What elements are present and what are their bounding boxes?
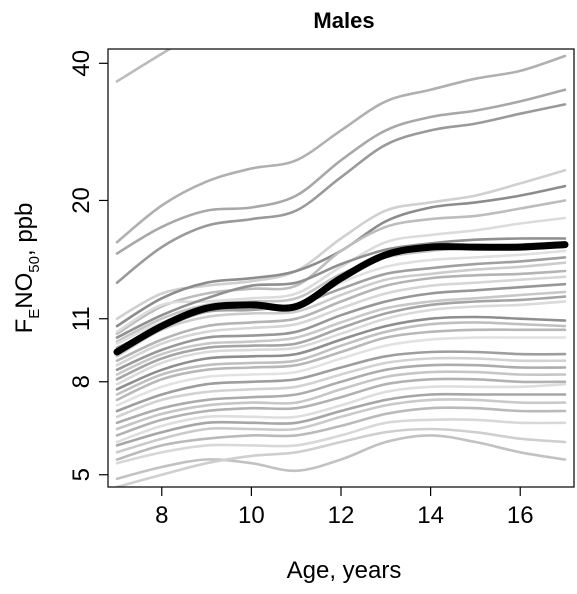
x-tick-label: 8 [155, 502, 168, 529]
individual-trajectory-line [115, 382, 567, 444]
individual-trajectory-line [115, 54, 567, 244]
individual-trajectory-line [115, 321, 567, 396]
individual-trajectory-line [115, 199, 567, 335]
chart-title: Males [313, 8, 374, 33]
x-tick-label: 14 [417, 502, 444, 529]
individual-trajectory-line [115, 295, 567, 381]
individual-trajectory-line [115, 377, 567, 437]
y-label-mid: NO [11, 273, 38, 309]
individual-trajectory-line [115, 350, 567, 413]
individual-trajectory-line [115, 356, 567, 419]
y-label-sub2: 50 [26, 256, 43, 273]
y-label-sub1: E [26, 309, 43, 319]
individual-trajectory-line [115, 275, 567, 367]
y-axis-ticks: 5 8 11 20 40 [68, 50, 108, 481]
y-label-main: F [11, 319, 38, 334]
individual-trajectory-line [115, 261, 567, 358]
individual-trajectory-line [115, 290, 567, 376]
x-tick-label: 12 [328, 502, 355, 529]
series-lines [113, 49, 569, 487]
individual-trajectory-line [115, 363, 567, 425]
x-tick-label: 16 [507, 502, 534, 529]
y-tick-label: 8 [68, 375, 95, 388]
individual-trajectory-line [115, 370, 567, 431]
y-tick-label: 40 [68, 50, 95, 77]
individual-trajectory-line [115, 392, 567, 447]
individual-trajectory-line [115, 103, 567, 284]
individual-trajectory-line [115, 434, 567, 481]
individual-trajectory-line [115, 269, 567, 362]
individual-trajectory-line [115, 300, 567, 386]
individual-trajectory-line [115, 328, 567, 402]
individual-trajectory-line [115, 282, 567, 372]
individual-trajectory-line [115, 398, 567, 454]
individual-trajectory-line [115, 336, 567, 407]
x-tick-label: 10 [238, 502, 265, 529]
y-tick-label: 20 [68, 187, 95, 214]
y-tick-label: 5 [68, 468, 95, 481]
mean-trajectory-line [113, 241, 569, 356]
individual-trajectory-line [115, 315, 567, 391]
x-axis-label: Age, years [287, 557, 402, 584]
x-axis-ticks: 8 10 12 14 16 [155, 487, 534, 529]
individual-trajectory-line [115, 406, 567, 461]
individual-trajectory-line [115, 88, 567, 255]
y-axis-label: FENO50, ppb [11, 203, 43, 334]
y-tick-label: 11 [68, 306, 95, 331]
individual-trajectory-line [115, 237, 567, 339]
y-label-unit: , ppb [11, 203, 38, 256]
individual-trajectory-line [115, 427, 567, 487]
individual-trajectory-line [115, 418, 567, 465]
